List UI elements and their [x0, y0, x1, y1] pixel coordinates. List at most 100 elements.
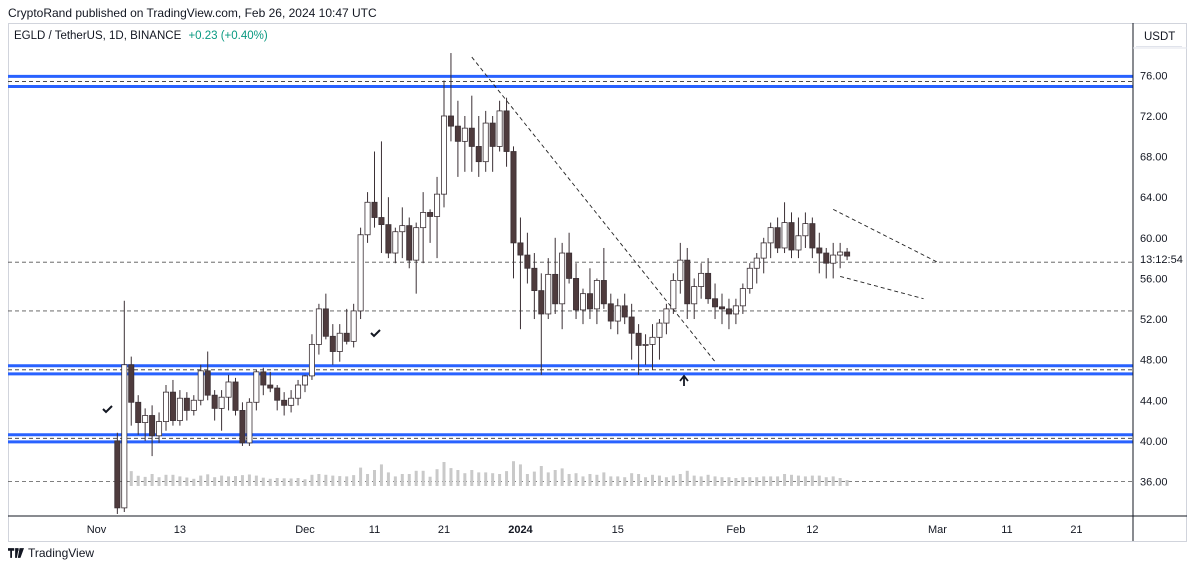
- candle-down: [406, 225, 413, 261]
- volume-bar: [414, 470, 418, 486]
- candle-up: [837, 251, 844, 256]
- volume-bar: [512, 461, 515, 486]
- candle-down: [211, 394, 218, 409]
- volume-bar: [810, 475, 814, 486]
- volume-bar: [553, 470, 557, 486]
- candle-up: [746, 267, 753, 289]
- candle-up: [656, 322, 663, 338]
- volume-bar: [324, 474, 328, 486]
- x-tick-label: 21: [438, 524, 450, 536]
- volume-bar: [588, 474, 592, 486]
- candle-up: [795, 235, 802, 251]
- candle-down: [343, 332, 350, 342]
- candle-down: [475, 146, 482, 163]
- candle-down: [621, 305, 628, 318]
- candle-down: [816, 247, 823, 254]
- candle-down: [774, 227, 781, 249]
- candle-down: [371, 201, 378, 218]
- volume-bar: [449, 468, 453, 486]
- volume-bar: [379, 464, 383, 486]
- candle-up: [677, 259, 684, 281]
- volume-bar: [734, 478, 738, 486]
- candle-up: [336, 332, 343, 352]
- volume-bar: [428, 476, 432, 486]
- volume-bar: [129, 471, 133, 486]
- candle-down: [705, 272, 712, 300]
- y-tick-label: 56.00: [1140, 273, 1168, 285]
- volume-bar: [470, 470, 474, 486]
- candle-up: [176, 397, 183, 421]
- volume-bar: [463, 473, 467, 486]
- volume-bar: [491, 473, 495, 486]
- volume-bar: [783, 474, 787, 486]
- volume-bar: [185, 477, 189, 486]
- countdown-label: 13:12:54: [1140, 254, 1183, 266]
- candle-up: [760, 242, 767, 259]
- candle-down: [232, 381, 239, 411]
- candle-down: [260, 371, 267, 386]
- volume-bar: [748, 477, 752, 486]
- candle-down: [169, 391, 176, 421]
- volume-bar: [199, 475, 203, 486]
- volume-bar: [699, 476, 703, 486]
- footer: TradingView: [8, 546, 94, 560]
- x-tick-label: 2024: [508, 524, 533, 536]
- x-tick-label: 21: [1070, 524, 1082, 536]
- x-tick-label: 15: [612, 524, 624, 536]
- y-tick-label: 72.00: [1140, 111, 1168, 123]
- candle-up: [545, 273, 552, 315]
- volume-bar: [546, 472, 550, 486]
- volume-bar: [373, 470, 376, 486]
- candle-up: [482, 122, 489, 163]
- candle-up: [364, 201, 371, 236]
- dashed-levels: [8, 261, 1133, 482]
- volume-bar: [331, 475, 335, 486]
- volume-bar: [720, 477, 724, 486]
- candle-up: [496, 110, 503, 147]
- symbol-name: EGLD / TetherUS, 1D, BINANCE: [14, 30, 182, 42]
- volume-bar: [616, 476, 620, 486]
- currency-unit-button[interactable]: USDT: [1136, 27, 1182, 47]
- candle-down: [510, 151, 517, 244]
- volume-bar: [803, 476, 807, 486]
- volume-bar: [845, 480, 849, 486]
- volume-bar: [595, 474, 599, 486]
- volume-bar: [289, 478, 293, 486]
- y-tick-label: 40.00: [1140, 436, 1168, 448]
- candle-up: [781, 222, 788, 249]
- volume-bar: [637, 474, 641, 486]
- candle-down: [600, 280, 607, 305]
- volume-bar: [303, 479, 307, 486]
- candle-down: [274, 387, 281, 401]
- x-tick-label: 11: [1001, 524, 1012, 536]
- volume-bar: [345, 476, 349, 486]
- x-tick-label: Feb: [726, 524, 745, 536]
- pennant-upper-line: [832, 208, 938, 263]
- volume-bar: [539, 466, 543, 486]
- candle-down: [149, 415, 156, 437]
- support-resistance-zones: [8, 74, 1133, 444]
- volume-bar: [261, 477, 265, 486]
- candle-up: [420, 212, 427, 229]
- volume-bar: [776, 476, 780, 486]
- volume-bar: [150, 474, 154, 486]
- checkmark-icon: [370, 329, 381, 338]
- candle-up: [253, 371, 260, 403]
- volume-bar: [359, 467, 363, 486]
- y-tick-label: 44.00: [1140, 395, 1168, 407]
- candle-down: [204, 370, 211, 396]
- candle-up: [753, 257, 760, 269]
- volume-bar: [178, 476, 182, 486]
- candle-up: [315, 308, 322, 345]
- candle-down: [586, 293, 593, 310]
- candle-up: [691, 286, 698, 305]
- volume-bar: [310, 474, 314, 486]
- symbol-change: +0.23 (+0.40%): [188, 30, 268, 42]
- volume-bar: [477, 472, 481, 486]
- y-tick-label: 36.00: [1140, 476, 1168, 488]
- candle-up: [399, 225, 406, 233]
- volume-bar: [741, 477, 745, 486]
- candle-up: [350, 310, 357, 342]
- y-tick-label: 68.00: [1140, 152, 1168, 164]
